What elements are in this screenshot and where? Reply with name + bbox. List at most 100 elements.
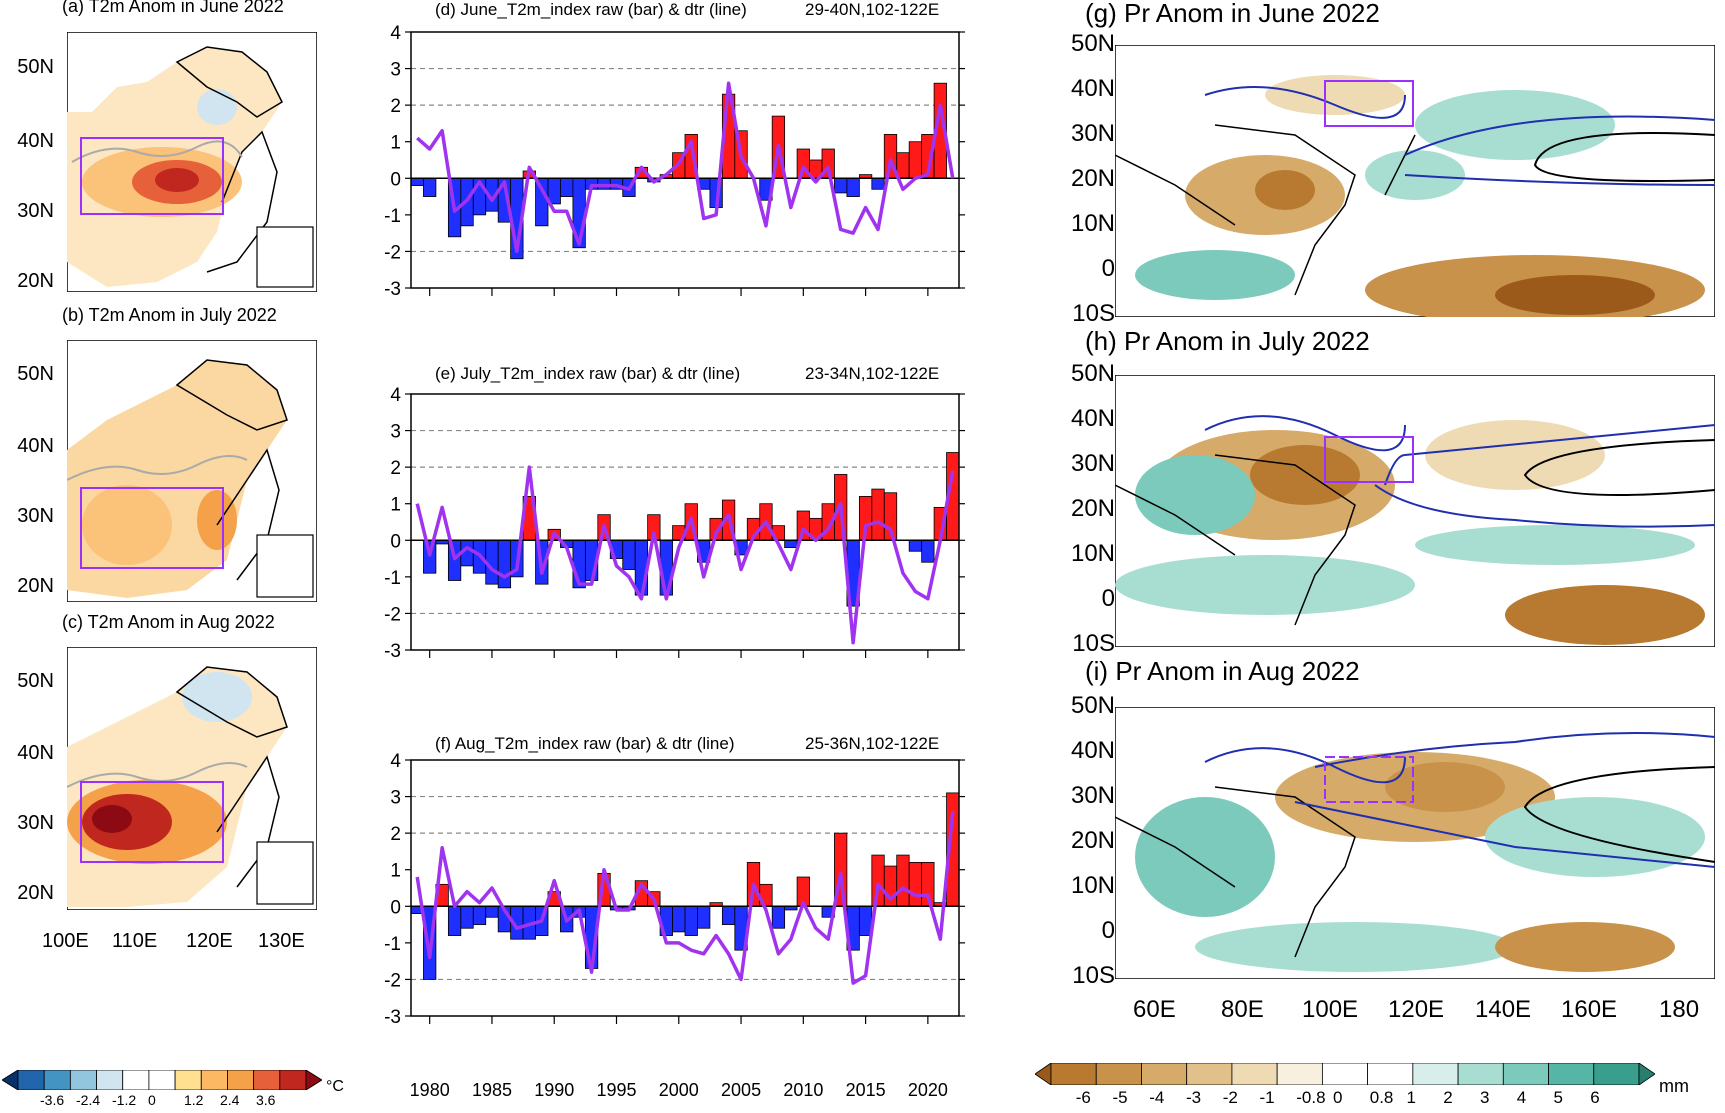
y-tick-label: -3 xyxy=(384,641,401,662)
bar-chart-plot: 4 3 2 1 0 -1 -2 -3 xyxy=(384,23,965,300)
colorbar-label: 0 xyxy=(148,1092,156,1108)
bar xyxy=(423,539,437,574)
year-label: 1980 xyxy=(409,1080,450,1100)
lat-labels: 50N 40N 30N 20N 10N 0 10S xyxy=(1025,660,1115,990)
colorbar-box xyxy=(1502,1063,1549,1085)
year-axis-labels: 1980 1985 1990 1995 2000 2005 2010 2015 2020 xyxy=(365,1080,1005,1110)
colorbar-label: 0 xyxy=(1333,1088,1343,1107)
colorbar-label: -5 xyxy=(1112,1088,1128,1107)
lon-label: 120E xyxy=(1388,996,1445,1023)
lat-label: 20N xyxy=(17,882,54,904)
y-tick-label: 0 xyxy=(390,897,401,918)
dtr-line xyxy=(416,81,955,254)
lat-label: 20N xyxy=(17,575,54,597)
lat-label: 40N xyxy=(17,742,54,764)
year-label: 2020 xyxy=(907,1080,948,1100)
year-label: 1990 xyxy=(534,1080,575,1100)
y-tick-label: 2 xyxy=(390,458,401,479)
colorbar-label: 4 xyxy=(1516,1088,1527,1107)
t2m-map-plot xyxy=(67,32,317,292)
chart-title: (f) Aug_T2m_index raw (bar) & dtr (line) xyxy=(435,734,735,753)
lat-label: 30N xyxy=(1070,450,1115,477)
y-tick-label: -2 xyxy=(384,242,401,263)
map-title: (a) T2m Anom in June 2022 xyxy=(62,0,284,16)
colorbar-box xyxy=(1231,1063,1278,1085)
lon-label: 80E xyxy=(1221,996,1264,1023)
colorbar-label: -3.6 xyxy=(40,1092,65,1108)
bar xyxy=(697,905,711,929)
bar-chart-e: (e) July_T2m_index raw (bar) & dtr (line… xyxy=(365,362,1005,692)
colorbar-box xyxy=(200,1070,228,1090)
t2m-colorbar-bar xyxy=(2,1070,322,1090)
colorbar-end xyxy=(2,1070,19,1090)
colorbar-box xyxy=(1186,1063,1233,1085)
pr-lon-labels: 60E 80E 100E 120E 140E 160E 180 xyxy=(1025,992,1725,1032)
bar-chart-d: (d) June_T2m_index raw (bar) & dtr (line… xyxy=(365,0,1005,330)
chart-region: 25-36N,102-122E xyxy=(805,734,940,753)
year-label: 2000 xyxy=(658,1080,699,1100)
lat-label: 40N xyxy=(1070,737,1115,764)
year-label: 2015 xyxy=(845,1080,886,1100)
lat-label: 20N xyxy=(1070,165,1115,192)
bar xyxy=(410,177,424,187)
bar xyxy=(684,905,698,936)
lat-label: 30N xyxy=(17,200,54,222)
chart-title: (e) July_T2m_index raw (bar) & dtr (line… xyxy=(435,364,741,383)
bar xyxy=(908,141,923,179)
bar xyxy=(771,905,786,929)
colorbar-box xyxy=(96,1070,124,1090)
lon-label: 130E xyxy=(258,930,305,952)
bar xyxy=(834,177,848,194)
year-label: 2010 xyxy=(783,1080,824,1100)
t2m-map-plot xyxy=(67,340,317,602)
y-tick-label: -2 xyxy=(384,970,401,991)
bar xyxy=(485,905,499,918)
bar xyxy=(672,905,686,933)
bar xyxy=(796,510,810,541)
chart-region: 29-40N,102-122E xyxy=(805,0,940,19)
colorbar-label: -2.4 xyxy=(76,1092,101,1108)
bar xyxy=(784,539,798,549)
year-label: 1985 xyxy=(471,1080,512,1100)
lat-labels: 50N 40N 30N 20N xyxy=(0,0,62,330)
colorbar-box xyxy=(1548,1063,1595,1085)
lat-label: 50N xyxy=(17,363,54,385)
y-tick-label: -1 xyxy=(384,206,401,227)
plot-frame xyxy=(410,393,960,651)
y-tick-label: 1 xyxy=(390,495,401,516)
colorbar-label: 2 xyxy=(1443,1088,1453,1107)
y-tick-label: 4 xyxy=(390,751,401,772)
colorbar-label: 1.2 xyxy=(184,1092,204,1108)
bar xyxy=(721,905,736,925)
lat-label: 40N xyxy=(17,130,54,152)
pr-colorbar-bar xyxy=(1035,1063,1655,1085)
y-tick-label: 3 xyxy=(390,60,401,81)
lon-label: 110E xyxy=(112,930,158,952)
bar xyxy=(423,177,437,197)
lat-label: 10N xyxy=(1070,210,1115,237)
lon-label: 160E xyxy=(1561,996,1618,1023)
map-title: (h) Pr Anom in July 2022 xyxy=(1085,326,1370,356)
bar xyxy=(472,905,487,925)
colorbar-label: 0.8 xyxy=(1369,1088,1394,1107)
chart-title: (d) June_T2m_index raw (bar) & dtr (line… xyxy=(435,0,747,19)
lat-label: 40N xyxy=(1070,75,1115,102)
lat-label: 20N xyxy=(1070,827,1115,854)
y-tick-label: 3 xyxy=(390,422,401,443)
colorbar-box xyxy=(1367,1063,1414,1085)
bar xyxy=(908,539,923,552)
pr-map-plot xyxy=(1115,45,1715,317)
colorbar-box xyxy=(174,1070,202,1090)
colorbar-box xyxy=(1412,1063,1459,1085)
bar xyxy=(846,177,860,197)
bar xyxy=(896,854,910,907)
t2m-map-c: (c) T2m Anom in Aug 2022 50N 40N 30N 20N xyxy=(0,612,330,942)
y-tick-label: 4 xyxy=(390,385,401,406)
y-tick-label: 2 xyxy=(390,824,401,845)
y-tick-label: -2 xyxy=(384,604,401,625)
t2m-map-a: (a) T2m Anom in June 2022 50N 40N 30N 20… xyxy=(0,0,330,330)
plot-frame xyxy=(410,31,960,289)
lat-label: 20N xyxy=(1070,495,1115,522)
pr-map-h: (h) Pr Anom in July 2022 50N 40N 30N 20N… xyxy=(1025,326,1725,660)
bar xyxy=(535,177,549,227)
